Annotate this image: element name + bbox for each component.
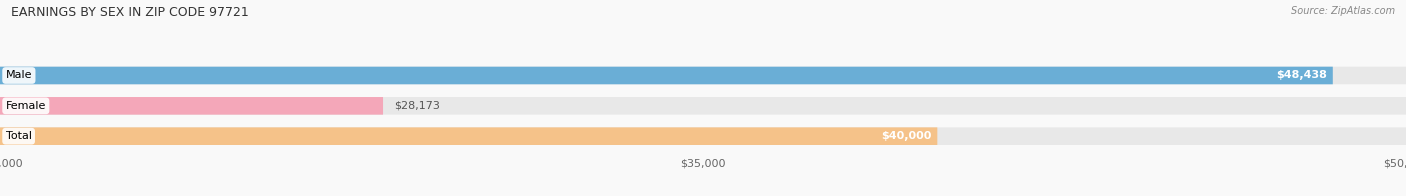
FancyBboxPatch shape — [0, 97, 1406, 115]
FancyBboxPatch shape — [0, 127, 938, 145]
Text: $28,173: $28,173 — [394, 101, 440, 111]
FancyBboxPatch shape — [0, 67, 1333, 84]
FancyBboxPatch shape — [0, 97, 382, 115]
Text: EARNINGS BY SEX IN ZIP CODE 97721: EARNINGS BY SEX IN ZIP CODE 97721 — [11, 6, 249, 19]
Text: Source: ZipAtlas.com: Source: ZipAtlas.com — [1291, 6, 1395, 16]
FancyBboxPatch shape — [0, 127, 1406, 145]
Text: $48,438: $48,438 — [1277, 71, 1327, 81]
Text: $40,000: $40,000 — [882, 131, 932, 141]
Text: Total: Total — [6, 131, 31, 141]
Text: Male: Male — [6, 71, 32, 81]
FancyBboxPatch shape — [0, 67, 1406, 84]
Text: Female: Female — [6, 101, 46, 111]
